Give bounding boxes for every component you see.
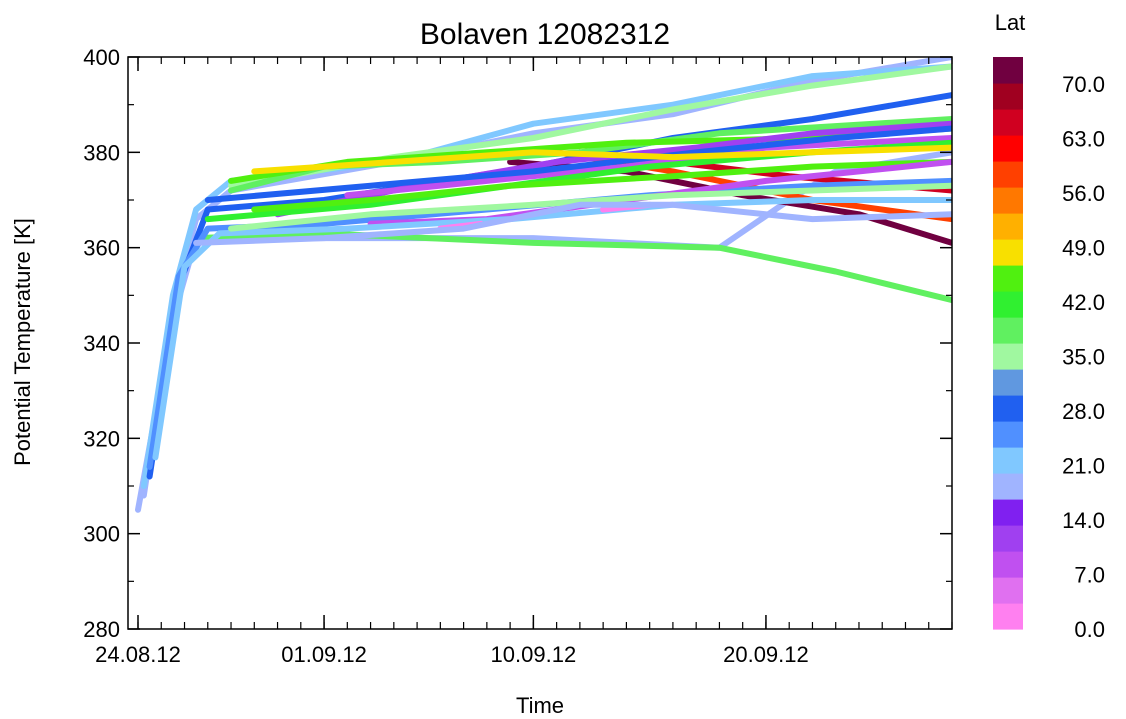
colorbar-segment xyxy=(993,213,1023,240)
chart-title: Bolaven 12082312 xyxy=(420,18,670,51)
colorbar-segment xyxy=(993,109,1023,136)
y-axis-label: Potential Temperature [K] xyxy=(10,218,35,466)
x-tick-label: 10.09.12 xyxy=(491,642,577,667)
colorbar-segment xyxy=(993,83,1023,110)
trajectory-line-14 xyxy=(204,125,952,203)
colorbar-segment xyxy=(993,395,1023,422)
trajectory-line-21 xyxy=(251,144,952,175)
colorbar-segment xyxy=(993,447,1023,474)
colorbar-segment xyxy=(993,57,1023,84)
colorbar-tick-label: 42.0 xyxy=(1062,290,1105,315)
trajectory-line-2 xyxy=(193,230,952,304)
colorbar-tick-label: 49.0 xyxy=(1062,236,1105,261)
colorbar-tick-label: 7.0 xyxy=(1074,563,1105,588)
colorbar-tick-label: 56.0 xyxy=(1062,181,1105,206)
colorbar-segment xyxy=(993,551,1023,578)
trajectory-line-17 xyxy=(251,158,952,213)
colorbar-segment xyxy=(993,135,1023,162)
y-tick-label: 320 xyxy=(83,426,120,451)
colorbar-tick-label: 63.0 xyxy=(1062,127,1105,152)
colorbar-segment xyxy=(993,369,1023,396)
colorbar-segment xyxy=(993,239,1023,266)
colorbar-segment xyxy=(993,265,1023,292)
y-tick-label: 400 xyxy=(83,45,120,70)
colorbar-tick-label: 35.0 xyxy=(1062,345,1105,370)
colorbar-tick-label: 70.0 xyxy=(1062,72,1105,97)
colorbar-segment xyxy=(993,421,1023,448)
colorbar-segment xyxy=(993,473,1023,500)
trajectory-line-13 xyxy=(344,135,952,199)
colorbar-title: Lat xyxy=(995,10,1026,35)
x-tick-label: 20.09.12 xyxy=(723,642,809,667)
colorbar-tick-label: 0.0 xyxy=(1074,617,1105,642)
trajectory-line-19 xyxy=(152,197,952,461)
y-tick-label: 340 xyxy=(83,331,120,356)
y-tick-label: 360 xyxy=(83,236,120,261)
colorbar-segment xyxy=(993,317,1023,344)
y-tick-label: 300 xyxy=(83,522,120,547)
colorbar-segment xyxy=(993,187,1023,214)
y-tick-label: 280 xyxy=(83,617,120,642)
x-axis-label: Time xyxy=(516,693,564,718)
axes-layer: 280 300 320 340 360 380 400 24.08.12 01.09.12 10.… xyxy=(83,45,953,667)
colorbar-segment xyxy=(993,343,1023,370)
colorbar-segment xyxy=(993,577,1023,604)
colorbar-segment xyxy=(993,525,1023,552)
colorbar: 70.0 63.0 56.0 49.0 42.0 35.0 28.0 21.0 14.0 7.0 0… xyxy=(993,57,1105,642)
x-tick-label: 01.09.12 xyxy=(281,642,367,667)
colorbar-tick-label: 14.0 xyxy=(1062,508,1105,533)
colorbar-segment xyxy=(993,499,1023,526)
colorbar-tick-label: 21.0 xyxy=(1062,454,1105,479)
series-layer xyxy=(135,57,952,513)
trajectory-line-24 xyxy=(193,201,952,246)
x-tick-label: 24.08.12 xyxy=(95,642,181,667)
trajectory-line-20 xyxy=(228,182,952,232)
colorbar-segment xyxy=(993,603,1023,630)
y-tick-label: 380 xyxy=(83,140,120,165)
colorbar-segment xyxy=(993,291,1023,318)
colorbar-segment xyxy=(993,161,1023,188)
colorbar-tick-label: 28.0 xyxy=(1062,399,1105,424)
